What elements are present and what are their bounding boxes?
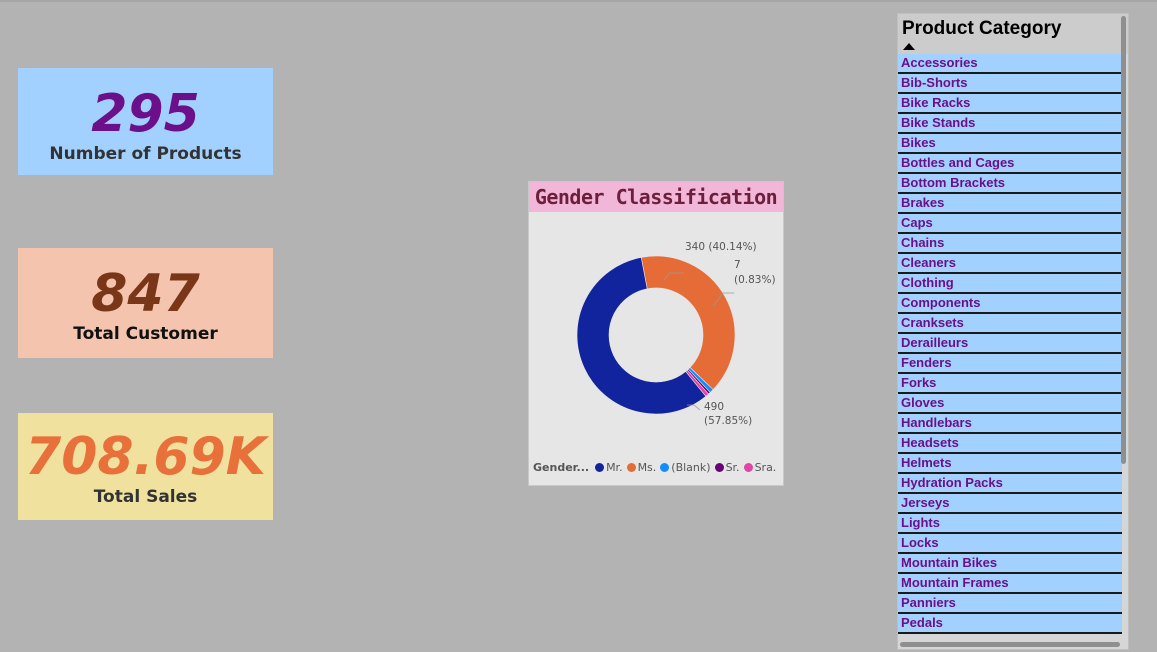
slicer-item[interactable]: Helmets xyxy=(898,454,1122,474)
leader-line-mr xyxy=(687,404,701,411)
slicer-item[interactable]: Bib-Shorts xyxy=(898,74,1122,94)
donut-slices xyxy=(576,255,736,415)
slicer-item[interactable]: Panniers xyxy=(898,594,1122,614)
legend-dot-icon xyxy=(743,463,753,472)
legend-dot-icon xyxy=(660,463,670,472)
kpi-products-label: Number of Products xyxy=(49,144,242,164)
legend-dot-icon xyxy=(714,463,724,472)
leader-line-small xyxy=(713,292,734,306)
slicer-item[interactable]: Pedals xyxy=(898,614,1122,634)
legend-item-mr[interactable]: Mr. xyxy=(595,461,623,474)
slicer-item[interactable]: Headsets xyxy=(898,434,1122,454)
slicer-item[interactable]: Gloves xyxy=(898,394,1122,414)
slicer-item[interactable]: Bottles and Cages xyxy=(898,154,1122,174)
kpi-card-customers[interactable]: 847 Total Customer xyxy=(18,248,273,358)
slicer-item[interactable]: Derailleurs xyxy=(898,334,1122,354)
donut-leader-lines xyxy=(663,272,734,411)
slicer-item[interactable]: Brakes xyxy=(898,194,1122,214)
legend-item-sr[interactable]: Sr. xyxy=(714,461,740,474)
donut-label-small-pct: (0.83%) xyxy=(734,274,776,286)
slicer-item[interactable]: Clothing xyxy=(898,274,1122,294)
kpi-sales-label: Total Sales xyxy=(93,487,198,507)
donut-chart xyxy=(576,255,736,415)
slicer-header: Product Category xyxy=(898,14,1128,54)
horizontal-scrollbar[interactable] xyxy=(900,642,1120,647)
donut-title: Gender Classification xyxy=(529,182,783,212)
donut-label-mr-value: 490 xyxy=(704,401,725,413)
slicer-item[interactable]: Hydration Packs xyxy=(898,474,1122,494)
legend-dot-icon xyxy=(626,463,636,472)
slicer-item[interactable]: Forks xyxy=(898,374,1122,394)
slicer-item[interactable]: Jerseys xyxy=(898,494,1122,514)
slicer-item[interactable]: Caps xyxy=(898,214,1122,234)
slicer-item[interactable]: Bikes xyxy=(898,134,1122,154)
slicer-item[interactable]: Bottom Brackets xyxy=(898,174,1122,194)
slicer-item[interactable]: Components xyxy=(898,294,1122,314)
kpi-card-products[interactable]: 295 Number of Products xyxy=(18,68,273,175)
slicer-item[interactable]: Handlebars xyxy=(898,414,1122,434)
legend-title: Gender... xyxy=(533,461,590,474)
kpi-customers-label: Total Customer xyxy=(73,324,218,344)
legend-dot-icon xyxy=(595,463,605,472)
legend-item-ms[interactable]: Ms. xyxy=(626,461,657,474)
gender-donut-card[interactable]: Gender Classification 340 (40.14%) 7 (0.… xyxy=(528,181,784,486)
legend-label: Sr. xyxy=(725,461,740,474)
donut-legend: Gender... Mr. Ms. (Blank) Sr. Sra. xyxy=(533,461,780,474)
slicer-item[interactable]: Cranksets xyxy=(898,314,1122,334)
slicer-item[interactable]: Bike Racks xyxy=(898,94,1122,114)
legend-label: Ms. xyxy=(637,461,657,474)
legend-item-sra[interactable]: Sra. xyxy=(743,461,777,474)
slicer-list: Accessories Bib-Shorts Bike Racks Bike Stan… xyxy=(898,54,1122,634)
slicer-item[interactable]: Bike Stands xyxy=(898,114,1122,134)
product-category-slicer[interactable]: Product Category Accessories Bib-Shorts Bi… xyxy=(897,13,1129,650)
donut-slice-mr[interactable] xyxy=(576,257,707,415)
donut-label-mr-pct: (57.85%) xyxy=(704,415,753,427)
donut-label-small-value: 7 xyxy=(734,259,741,271)
donut-label-ms: 340 (40.14%) xyxy=(685,241,757,253)
slicer-item[interactable]: Locks xyxy=(898,534,1122,554)
kpi-products-value: 295 xyxy=(91,84,200,144)
slicer-item[interactable]: Fenders xyxy=(898,354,1122,374)
legend-label: Mr. xyxy=(606,461,623,474)
legend-label: (Blank) xyxy=(671,461,711,474)
leader-line-ms xyxy=(663,272,684,281)
kpi-card-sales[interactable]: 708.69K Total Sales xyxy=(18,413,273,520)
slicer-item[interactable]: Mountain Bikes xyxy=(898,554,1122,574)
slicer-item[interactable]: Chains xyxy=(898,234,1122,254)
kpi-sales-value: 708.69K xyxy=(25,427,266,487)
top-border xyxy=(0,0,1157,2)
slicer-item[interactable]: Mountain Frames xyxy=(898,574,1122,594)
slicer-item[interactable]: Lights xyxy=(898,514,1122,534)
legend-label: Sra. xyxy=(754,461,777,474)
donut-slice-ms[interactable] xyxy=(640,255,736,391)
slicer-item[interactable]: Accessories xyxy=(898,54,1122,74)
kpi-customers-value: 847 xyxy=(91,264,200,324)
slicer-title: Product Category xyxy=(902,18,1062,39)
sort-ascending-icon[interactable] xyxy=(903,43,915,50)
legend-item-blank[interactable]: (Blank) xyxy=(660,461,711,474)
slicer-item[interactable]: Cleaners xyxy=(898,254,1122,274)
vertical-scrollbar[interactable] xyxy=(1121,16,1126,464)
